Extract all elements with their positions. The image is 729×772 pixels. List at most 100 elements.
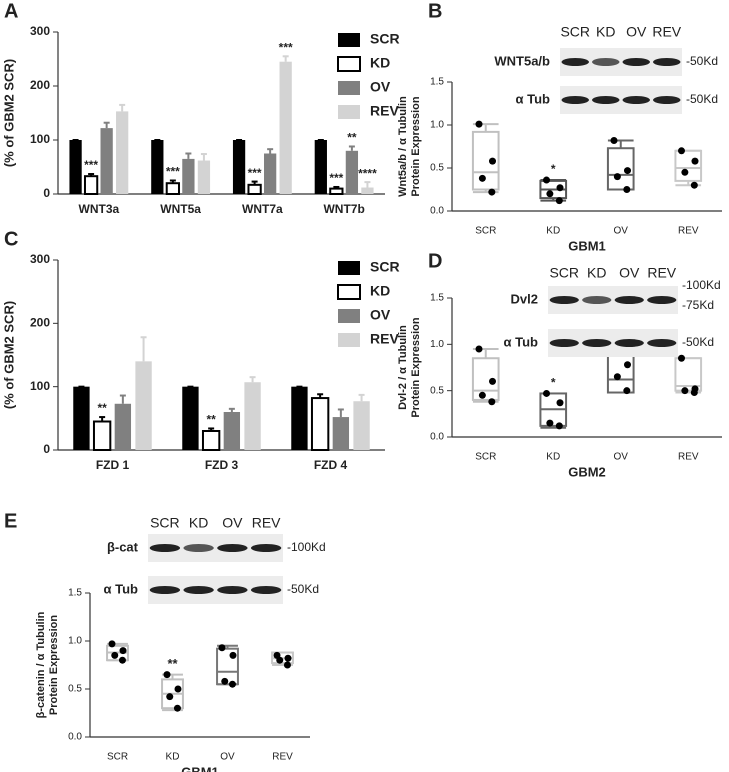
bar (291, 386, 308, 450)
size-marker: -50Kd (686, 92, 718, 106)
lane-label: REV (652, 24, 681, 40)
bar (135, 361, 152, 450)
size-marker: -75Kd (682, 298, 714, 312)
significance: * (551, 162, 556, 176)
size-marker: -100Kd (682, 278, 721, 292)
x-tick-label: WNT7a (242, 202, 283, 216)
data-point (221, 677, 229, 685)
bar (116, 111, 129, 194)
data-point (119, 647, 127, 655)
y-tick-label: 1.5 (430, 293, 444, 304)
significance: *** (329, 171, 343, 185)
bar (92, 420, 112, 451)
y-axis-label: Wnt5a/b / α Tubulin (397, 96, 409, 197)
data-point (489, 377, 496, 385)
y-tick-label: 1.5 (68, 588, 82, 599)
legend-swatch (338, 33, 360, 47)
data-point (555, 197, 563, 205)
y-axis-label: β-catenin / α Tubulin (35, 611, 47, 718)
blot-band (183, 544, 214, 552)
legend-swatch (338, 309, 360, 323)
y-tick-label: 1.5 (430, 77, 444, 88)
significance: ** (167, 656, 178, 671)
row-label: α Tub (516, 91, 551, 106)
y-tick-label: 300 (30, 252, 50, 266)
size-marker: -50Kd (686, 54, 718, 68)
data-point (163, 671, 171, 679)
bar (69, 140, 82, 194)
bar (310, 397, 330, 452)
legend-swatch (338, 105, 360, 119)
data-point (478, 174, 486, 182)
x-tick-label: SCR (107, 752, 128, 763)
bar (314, 140, 327, 194)
data-point (276, 656, 284, 664)
data-point (613, 173, 621, 181)
x-tick-label: FZD 4 (314, 458, 348, 472)
legend-label: OV (370, 307, 391, 323)
lane-label: OV (619, 265, 640, 281)
bar (165, 182, 180, 195)
y-axis-label: Protein Expression (410, 317, 422, 418)
size-marker: -50Kd (682, 335, 714, 349)
data-point (228, 680, 236, 688)
legend-swatch (338, 81, 360, 95)
x-tick-label: OV (614, 452, 629, 463)
y-tick-label: 200 (30, 78, 50, 92)
legend-swatch (338, 261, 360, 275)
panel-letter: B (428, 0, 442, 22)
data-point (556, 399, 564, 407)
row-label: α Tub (104, 581, 139, 596)
data-point (613, 373, 621, 381)
y-tick-label: 0.5 (68, 684, 82, 695)
y-axis-label: (% of GBM2 SCR) (1, 59, 16, 167)
y-tick-label: 300 (30, 24, 50, 38)
x-tick-label: FZD 3 (205, 458, 239, 472)
panel-letter: D (428, 250, 442, 272)
bar (329, 187, 344, 196)
legend-label: REV (370, 331, 399, 347)
blot-band (549, 296, 579, 304)
x-tick-label: SCR (475, 452, 496, 463)
data-point (166, 693, 174, 701)
data-point (678, 354, 685, 362)
y-tick-label: 100 (30, 132, 50, 146)
blot-band (653, 96, 681, 104)
x-axis-label: GBM1 (181, 764, 219, 772)
lane-label: SCR (560, 24, 590, 40)
data-point (681, 168, 689, 176)
data-point (690, 389, 698, 397)
data-point (543, 176, 550, 184)
bar (244, 382, 261, 450)
data-point (174, 685, 182, 693)
x-tick-label: KD (166, 752, 180, 763)
blot-band (582, 339, 612, 347)
lane-label: REV (252, 515, 281, 531)
data-point (556, 184, 564, 192)
data-point (678, 147, 685, 155)
row-label: α Tub (504, 334, 539, 349)
data-point (488, 398, 496, 406)
significance: *** (84, 158, 98, 172)
significance: **** (358, 166, 377, 180)
panel-letter: E (4, 510, 17, 532)
blot-band (614, 339, 644, 347)
bar (197, 160, 211, 194)
x-tick-label: OV (614, 226, 629, 237)
y-tick-label: 1.0 (68, 636, 82, 647)
y-tick-label: 0.0 (430, 206, 444, 217)
x-tick-label: WNT7b (323, 202, 364, 216)
row-label: WNT5a/b (494, 53, 550, 68)
legend-swatch (337, 284, 361, 300)
bar (247, 183, 262, 196)
blot-band (582, 296, 612, 304)
blot-band (183, 586, 214, 594)
data-point (229, 651, 237, 659)
y-tick-label: 0.0 (430, 432, 444, 443)
data-point (623, 387, 631, 395)
legend-label: OV (370, 79, 391, 95)
x-tick-label: FZD 1 (96, 458, 130, 472)
blot-band (217, 586, 248, 594)
size-marker: -100Kd (287, 540, 326, 554)
